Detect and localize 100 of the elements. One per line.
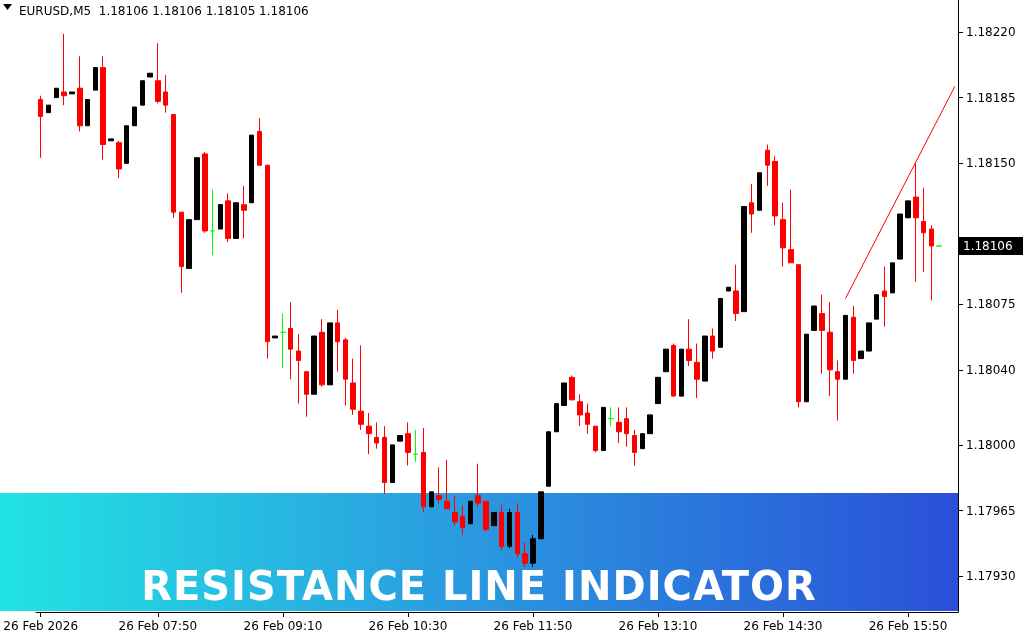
candlestick [507,508,512,549]
candlestick [499,504,504,551]
candlestick [741,206,747,313]
candlestick [772,155,778,226]
candlestick [54,87,59,99]
candlestick [921,187,926,273]
y-tick-label: 1.18000 [966,437,1016,452]
candlestick [421,427,426,513]
candlestick [249,134,254,204]
candlestick [632,429,637,467]
candlestick [194,157,200,221]
candlestick [749,183,754,234]
chart-title: EURUSD,M5 1.18106 1.18106 1.18105 1.18106 [19,4,309,18]
y-tick-label: 1.18040 [966,362,1016,377]
candlestick [593,425,598,453]
candlestick [538,491,544,540]
candlestick [272,335,278,339]
candlestick [210,189,215,256]
candlestick [452,495,458,527]
candlestick [327,322,333,386]
candlestick [874,294,879,320]
candlestick [515,502,520,559]
candlestick [655,376,661,405]
candlestick [225,192,231,243]
x-tick-label: 26 Feb 13:10 [618,619,698,633]
candlestick [61,33,67,106]
y-tick-label: 1.17930 [966,569,1016,584]
x-tick-label: 26 Feb 15:50 [868,619,948,633]
candlestick [350,358,356,416]
candlestick [819,294,825,375]
candlestick [757,172,762,211]
candlestick [866,322,872,352]
y-tick-label: 1.18220 [966,24,1016,39]
candlestick [640,433,645,450]
candlestick [304,371,309,418]
candlestick [726,286,731,292]
candlestick [601,406,606,452]
candlestick [444,459,450,510]
candlestick [108,138,114,142]
candlestick [69,91,75,95]
candlestick [577,393,583,427]
candlestick [366,412,372,455]
candlestick [647,414,653,435]
y-tick-label: 1.18075 [966,297,1016,312]
candlestick [710,328,715,360]
candlestick [546,431,551,487]
candlestick [413,429,418,463]
candlestick [311,335,317,395]
candlestick [569,374,575,401]
y-tick-label: 1.18185 [966,90,1016,105]
candlestick [796,264,801,408]
candlestick [140,80,145,106]
candlestick [483,500,489,532]
y-tick-label: 1.18150 [966,156,1016,171]
candlestick [765,144,770,187]
x-tick-label: 26 Feb 14:30 [743,619,823,633]
candlestick [280,313,286,369]
candlestick [561,382,567,406]
candlestick [100,55,106,161]
candlestick [77,55,83,132]
x-tick-label: 26 Feb 09:10 [243,619,323,633]
y-tick-label: 1.17965 [966,503,1016,518]
candlestick [155,42,161,104]
candlestick [811,305,817,331]
candlestick [851,305,856,375]
candlestick [85,99,90,127]
candlestick [319,318,325,388]
candlestick [616,406,622,444]
candlestick [288,301,293,380]
candlestick [468,500,473,525]
candlestick [405,421,411,467]
candlestick [116,140,122,179]
candlestick [124,125,129,164]
candlestick [827,301,833,397]
candlestick [858,350,864,360]
candlestick [882,266,887,328]
candlestick [374,421,379,450]
candlestick [530,534,536,568]
candlestick [733,264,739,322]
candlestick [788,189,794,264]
text: 1.18106 [963,238,1013,253]
candlestick [624,406,629,448]
candlestick [913,162,919,283]
candlestick [46,104,51,114]
candlestick [929,224,934,301]
candlestick [171,114,176,219]
candlestick [179,211,184,294]
candlestick [905,200,911,219]
candlestick [835,359,840,422]
candlestick [93,67,98,91]
x-tick-label: 26 Feb 10:30 [368,619,448,633]
candlestick [397,435,403,442]
candlestick [147,72,153,78]
candlestick [679,348,684,397]
candlestick [429,491,434,508]
candlestick [694,343,700,399]
candlestick [804,333,809,403]
candlestick [390,444,395,483]
candlestick [233,202,239,239]
candlestick [702,335,708,382]
